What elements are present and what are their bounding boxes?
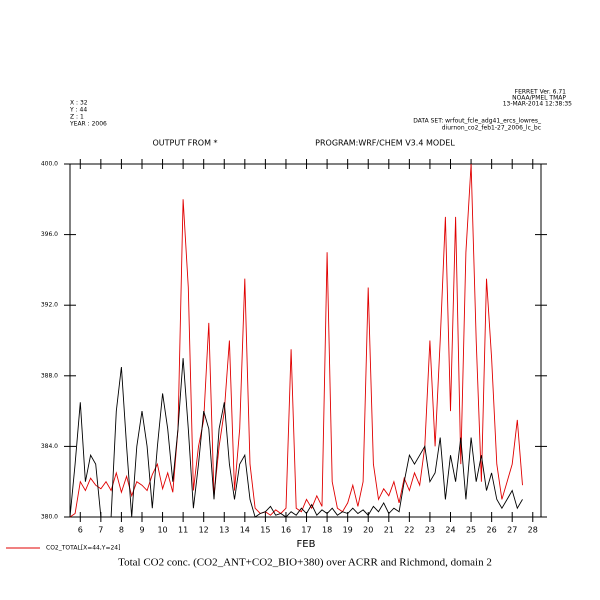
annotation: DATA SET: wrfout_fcle_adg41_ercs_lowres_: [413, 118, 542, 125]
x-tick-label: 26: [487, 526, 497, 535]
y-tick-label: 400.0: [41, 161, 58, 168]
x-tick-label: 19: [343, 526, 353, 535]
x-tick-label: 20: [363, 526, 373, 535]
chart-title: Total CO2 conc. (CO2_ANT+CO2_BIO+380) ov…: [118, 557, 492, 569]
x-tick-label: 12: [199, 526, 209, 535]
x-tick-label: 17: [301, 526, 311, 535]
x-tick-label: 8: [119, 526, 124, 535]
x-tick-label: 13: [219, 526, 229, 535]
subtitle: OUTPUT FROM *: [152, 139, 217, 148]
x-tick-label: 7: [98, 526, 103, 535]
annotation: FERRET Ver. 6.71: [515, 89, 567, 96]
legend-label: CO2_TOTAL[X=44,Y=24]: [46, 545, 120, 552]
annotation: Y : 44: [69, 107, 87, 114]
y-tick-label: 388.0: [41, 372, 58, 379]
plot-frame: [69, 163, 542, 518]
x-tick-label: 9: [139, 526, 144, 535]
x-tick-label: 18: [322, 526, 332, 535]
x-tick-label: 14: [240, 526, 250, 535]
x-tick-label: 11: [178, 526, 188, 535]
x-tick-label: 10: [157, 526, 167, 535]
x-tick-label: 16: [281, 526, 291, 535]
annotation: YEAR : 2006: [69, 121, 107, 128]
y-tick-label: 380.0: [41, 514, 58, 521]
subtitle: PROGRAM:WRF/CHEM V3.4 MODEL: [315, 139, 455, 148]
annotation: X : 32: [70, 100, 88, 107]
annotation: 13-MAR-2014 12:38:35: [503, 101, 572, 108]
x-tick-label: 23: [425, 526, 435, 535]
x-tick-label: 21: [384, 526, 394, 535]
x-tick-label: 25: [466, 526, 476, 535]
x-axis-label: FEB: [297, 539, 316, 550]
series-line: [69, 358, 523, 518]
y-tick-label: 392.0: [41, 302, 58, 309]
x-tick-label: 28: [528, 526, 538, 535]
x-tick-label: 15: [260, 526, 270, 535]
annotation: Z : 1: [70, 114, 84, 121]
series-line: [69, 163, 523, 518]
y-tick-label: 396.0: [41, 231, 58, 238]
annotation: diurnon_co2_feb1-27_2006_lc_bc: [442, 125, 541, 132]
x-tick-label: 24: [445, 526, 455, 535]
x-tick-label: 22: [404, 526, 414, 535]
x-tick-label: 27: [507, 526, 517, 535]
y-tick-label: 384.0: [41, 443, 58, 450]
x-tick-label: 6: [78, 526, 83, 535]
annotation: NOAA/PMEL TMAP: [512, 95, 566, 102]
